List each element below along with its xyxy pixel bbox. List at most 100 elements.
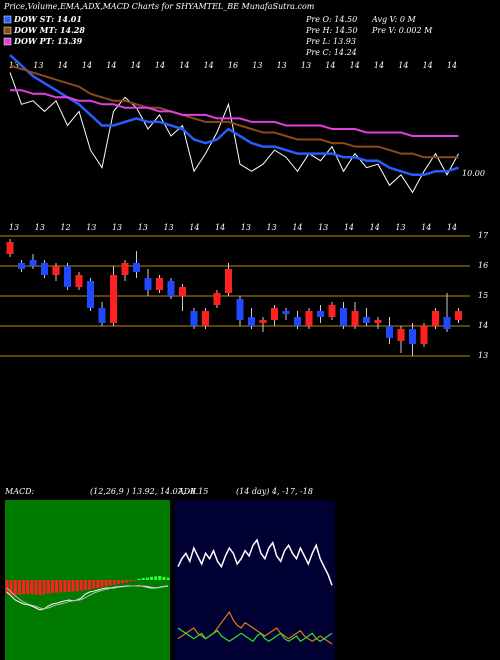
candle-body	[351, 311, 359, 326]
candle-body	[294, 317, 301, 326]
candle-body	[409, 329, 416, 344]
macd-line	[6, 585, 169, 610]
candle-body	[98, 308, 106, 323]
histogram-bar	[162, 576, 166, 580]
y-tick-label: 16	[478, 261, 488, 270]
x-tick-label: 12	[60, 223, 70, 232]
info-text: Avg V: 0 M	[371, 15, 416, 24]
candle-body	[317, 311, 324, 317]
x-tick-label: 14	[344, 223, 354, 232]
y-tick-label: 17	[478, 231, 489, 240]
histogram-bar	[75, 580, 79, 592]
x-tick-label: 14	[179, 61, 189, 70]
x-tick-label: 16	[228, 61, 238, 70]
candle-body	[29, 260, 37, 266]
legend-swatch	[3, 37, 12, 46]
candle-body	[18, 263, 25, 269]
histogram-bar	[141, 578, 145, 580]
panel-background	[5, 500, 170, 660]
panel-subtitle: (14 day) 4, -17, -18	[236, 487, 313, 496]
candle-body	[64, 266, 71, 287]
histogram-bar	[38, 580, 42, 596]
candle-body	[432, 311, 439, 326]
price-line	[9, 72, 459, 194]
x-tick-label: 13	[277, 61, 287, 70]
legend-label: DOW PT: 13.39	[13, 36, 83, 46]
histogram-bar	[88, 580, 92, 590]
legend-swatch	[3, 15, 12, 24]
x-tick-label: 14	[421, 223, 431, 232]
candle-body	[236, 299, 244, 320]
candle-body	[420, 326, 428, 344]
histogram-bar	[121, 580, 125, 584]
histogram-bar	[71, 580, 75, 592]
adx-line	[177, 538, 333, 586]
histogram-bar	[116, 580, 120, 584]
x-tick-label: 13	[163, 223, 173, 232]
x-tick-label: 13	[35, 223, 45, 232]
histogram-bar	[133, 580, 137, 581]
candle-body	[133, 263, 140, 272]
histogram-bar	[34, 580, 38, 595]
x-tick-label: 14	[447, 223, 457, 232]
candle-body	[75, 275, 83, 287]
histogram-bar	[112, 580, 116, 585]
x-tick-label: 14	[204, 61, 214, 70]
x-tick-label: 14	[447, 61, 457, 70]
histogram-bar	[59, 580, 63, 593]
candle-body	[225, 269, 232, 293]
candle-body	[455, 311, 462, 320]
candle-body	[328, 305, 336, 317]
histogram-bar	[55, 580, 59, 593]
x-tick-label: 13	[33, 61, 43, 70]
x-tick-label: 13	[301, 61, 311, 70]
y-tick-label: 14	[478, 321, 488, 330]
panel-background	[175, 500, 335, 660]
histogram-bar	[22, 580, 26, 595]
candle-body	[121, 263, 129, 275]
panel-subtitle: (12,26,9 ) 13.92, 14.07, -0.15	[90, 487, 208, 496]
info-text: Pre O: 14.50	[305, 15, 357, 24]
histogram-bar	[79, 580, 83, 591]
x-tick-label: 13	[86, 223, 96, 232]
candle-body	[144, 278, 152, 290]
annotation: 10.00	[462, 169, 485, 178]
x-tick-label: 13	[395, 223, 405, 232]
candle-body	[167, 281, 175, 296]
candle-body	[340, 308, 347, 326]
candle-body	[374, 320, 382, 323]
candle-body	[156, 278, 163, 290]
candle-body	[52, 266, 60, 275]
x-tick-label: 14	[350, 61, 360, 70]
histogram-bar	[125, 580, 129, 583]
ema-line	[9, 64, 459, 159]
histogram-bar	[137, 578, 141, 580]
x-tick-label: 13	[241, 223, 251, 232]
histogram-bar	[83, 580, 87, 590]
histogram-bar	[67, 580, 71, 592]
x-tick-label: 14	[423, 61, 433, 70]
candle-body	[87, 281, 94, 308]
candle-body	[179, 287, 186, 296]
histogram-bar	[46, 580, 50, 594]
x-tick-label: 13	[112, 223, 122, 232]
x-tick-label: 14	[398, 61, 408, 70]
x-tick-label: 14	[215, 223, 225, 232]
page-title: Price,Volume,EMA,ADX,MACD Charts for SHY…	[3, 2, 315, 11]
y-tick-label: 13	[478, 351, 488, 360]
x-tick-label: 14	[370, 223, 380, 232]
histogram-bar	[17, 580, 21, 595]
candle-body	[305, 311, 313, 326]
info-text: Pre L: 13.93	[305, 37, 356, 46]
histogram-bar	[92, 580, 96, 589]
x-tick-label: 14	[106, 61, 116, 70]
candle-body	[271, 308, 278, 320]
candle-body	[41, 263, 48, 275]
x-tick-label: 14	[155, 61, 165, 70]
candle-body	[213, 293, 221, 305]
x-tick-label: 14	[374, 61, 384, 70]
histogram-bar	[108, 580, 112, 586]
x-tick-label: 14	[292, 223, 302, 232]
ema-line	[10, 89, 459, 137]
histogram-bar	[13, 580, 17, 596]
